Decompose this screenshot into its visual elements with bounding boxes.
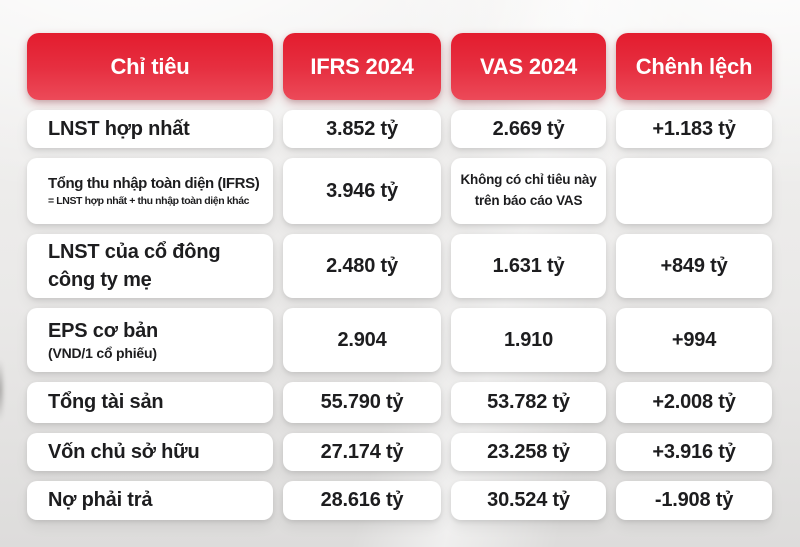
- diff-value-empty: [616, 158, 772, 224]
- row-label-lnst-hop-nhat: LNST hợp nhất: [27, 110, 273, 148]
- row-label-no-phai-tra: Nợ phải trả: [27, 481, 273, 520]
- ifrs-value-von-chu-so-huu: 27.174 tỷ: [283, 433, 441, 471]
- column-header-vas-2024: VAS 2024: [451, 33, 606, 100]
- row-label-von-chu-so-huu: Vốn chủ sở hữu: [27, 433, 273, 471]
- ifrs-value-lnst-co-dong: 2.480 tỷ: [283, 234, 441, 298]
- row-label-main-text: EPS cơ bản: [48, 319, 159, 342]
- diff-value-no-phai-tra: -1.908 tỷ: [616, 481, 772, 520]
- row-label-main-text: Tổng thu nhập toàn diện (IFRS): [48, 175, 260, 192]
- column-header-chenh-lech: Chênh lệch: [616, 33, 772, 100]
- vas-value-lnst-hop-nhat: 2.669 tỷ: [451, 110, 606, 148]
- diff-value-lnst-co-dong: +849 tỷ: [616, 234, 772, 298]
- ifrs-value-tong-tai-san: 55.790 tỷ: [283, 382, 441, 423]
- vas-value-no-phai-tra: 30.524 tỷ: [451, 481, 606, 520]
- vas-value-von-chu-so-huu: 23.258 tỷ: [451, 433, 606, 471]
- ifrs-value-tong-thu-nhap: 3.946 tỷ: [283, 158, 441, 224]
- diff-value-tong-tai-san: +2.008 tỷ: [616, 382, 772, 423]
- row-label-sub-text: = LNST hợp nhất + thu nhập toàn diện khá…: [48, 195, 250, 207]
- vas-value-tong-tai-san: 53.782 tỷ: [451, 382, 606, 423]
- vas-value-lnst-co-dong: 1.631 tỷ: [451, 234, 606, 298]
- ifrs-value-no-phai-tra: 28.616 tỷ: [283, 481, 441, 520]
- background-smudge: [0, 348, 6, 432]
- ifrs-value-eps: 2.904: [283, 308, 441, 372]
- ifrs-value-lnst-hop-nhat: 3.852 tỷ: [283, 110, 441, 148]
- diff-value-von-chu-so-huu: +3.916 tỷ: [616, 433, 772, 471]
- row-label-lnst-co-dong-cong-ty-me: LNST của cổ đông công ty mẹ: [27, 234, 273, 298]
- column-header-indicator: Chỉ tiêu: [27, 33, 273, 100]
- diff-value-eps: +994: [616, 308, 772, 372]
- vas-value-eps: 1.910: [451, 308, 606, 372]
- ifrs-vas-comparison-table: Chỉ tiêu IFRS 2024 VAS 2024 Chênh lệch L…: [27, 33, 772, 520]
- row-label-eps-co-ban: EPS cơ bản (VND/1 cổ phiếu): [27, 308, 273, 372]
- vas-note-no-indicator: Không có chỉ tiêu này trên báo cáo VAS: [451, 158, 606, 224]
- row-label-tong-thu-nhap-toan-dien: Tổng thu nhập toàn diện (IFRS) = LNST hợ…: [27, 158, 273, 224]
- row-label-tong-tai-san: Tổng tài sản: [27, 382, 273, 423]
- diff-value-lnst-hop-nhat: +1.183 tỷ: [616, 110, 772, 148]
- column-header-ifrs-2024: IFRS 2024: [283, 33, 441, 100]
- row-label-sub-text: (VND/1 cổ phiếu): [48, 344, 157, 361]
